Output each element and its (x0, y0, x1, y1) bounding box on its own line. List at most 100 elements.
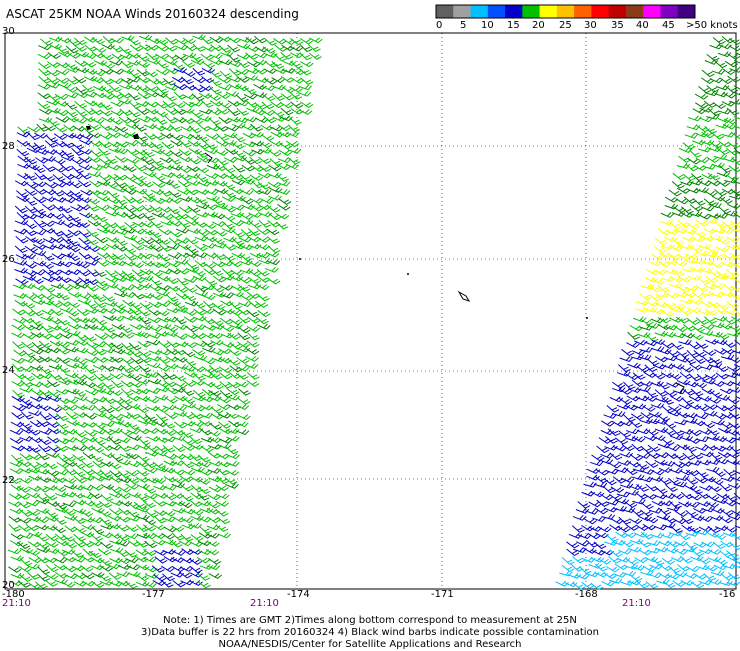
wind-barb (668, 189, 682, 197)
wind-barb (38, 44, 52, 51)
wind-barb (667, 410, 682, 417)
wind-barb (706, 113, 720, 120)
wind-barb (164, 59, 178, 66)
wind-barb (95, 189, 110, 196)
wind-barb (645, 390, 659, 399)
wind-barb (687, 158, 701, 165)
wind-barb (129, 307, 142, 316)
wind-barb (29, 420, 44, 428)
wind-barb (66, 52, 81, 59)
wind-barb (179, 139, 192, 148)
wind-barb (44, 524, 58, 531)
wind-barb (222, 253, 236, 262)
wind-barb (250, 204, 264, 212)
wind-barb (76, 308, 90, 316)
wind-barb (145, 85, 159, 93)
wind-barb (72, 461, 86, 470)
wind-barb (174, 307, 189, 314)
wind-barb (37, 404, 51, 412)
wind-barb (730, 475, 740, 482)
wind-barb (102, 294, 116, 302)
wind-barb (112, 253, 126, 261)
wind-barb (67, 238, 80, 247)
wind-barb (184, 285, 198, 293)
wind-barb (639, 346, 653, 353)
wind-barb (136, 378, 150, 385)
wind-barb (142, 524, 157, 532)
wind-barb (720, 380, 735, 387)
wind-barb (136, 563, 150, 571)
wind-barb (54, 93, 69, 101)
wind-barb (237, 315, 251, 324)
wind-barb (664, 203, 679, 210)
wind-barb (710, 235, 724, 242)
wind-barb (38, 76, 52, 84)
wind-barb (167, 300, 181, 307)
wind-barb (728, 226, 740, 233)
wind-barb (182, 37, 196, 45)
wind-barb (689, 149, 702, 158)
wind-barb (74, 100, 88, 109)
wind-barb (59, 284, 74, 292)
wind-barb (156, 301, 171, 308)
wind-barb (64, 467, 78, 476)
wind-barb (183, 310, 197, 317)
wind-barb (105, 237, 120, 244)
wind-barb (694, 476, 708, 484)
wind-barb (230, 211, 245, 218)
wind-barb (645, 334, 659, 342)
wind-barb (10, 572, 25, 579)
wind-barb (719, 77, 733, 85)
wind-barb (216, 92, 231, 100)
wind-barb (125, 470, 139, 477)
wind-barb (674, 419, 688, 426)
wind-barb (124, 549, 138, 558)
wind-barb (91, 382, 106, 389)
wind-barb (63, 124, 77, 132)
wind-barb (263, 78, 278, 85)
wind-barb (227, 44, 241, 53)
wind-barb (651, 253, 665, 261)
wind-barb (73, 533, 87, 542)
wind-barb (207, 94, 222, 101)
wind-barb (700, 300, 714, 308)
wind-barb (709, 141, 723, 149)
wind-barb (197, 500, 212, 507)
wind-barb (667, 505, 681, 512)
contamination-mark (675, 382, 685, 395)
wind-barb (93, 411, 107, 418)
wind-barb (733, 212, 740, 220)
wind-barb (573, 547, 587, 553)
wind-barb (163, 475, 177, 483)
wind-barb (145, 510, 159, 518)
wind-barb (163, 78, 177, 86)
wind-barb (208, 389, 222, 397)
wind-barb (605, 436, 618, 444)
wind-barb (123, 182, 137, 191)
wind-barb (581, 581, 595, 589)
wind-barb (703, 228, 717, 234)
wind-barb (202, 242, 217, 249)
wind-barb (624, 501, 638, 509)
wind-barb (54, 501, 68, 510)
wind-barb (194, 244, 208, 252)
wind-barb (651, 557, 665, 566)
wind-barb (690, 173, 704, 182)
wind-barb (225, 482, 239, 489)
wind-barb (631, 564, 645, 571)
wind-barb (246, 379, 260, 387)
wind-barb (126, 395, 141, 402)
wind-barb (175, 212, 189, 220)
wind-barb (171, 468, 185, 476)
wind-barb (69, 260, 84, 267)
wind-barb (174, 324, 188, 331)
wind-barb (681, 266, 696, 273)
wind-barb (688, 494, 702, 501)
wind-barb (168, 197, 182, 204)
lon-label-177: -177 (142, 589, 165, 600)
wind-barb (230, 291, 245, 298)
wind-barb (647, 540, 661, 546)
wind-barb (143, 132, 157, 140)
wind-barb (280, 107, 294, 116)
wind-barb (697, 309, 712, 316)
